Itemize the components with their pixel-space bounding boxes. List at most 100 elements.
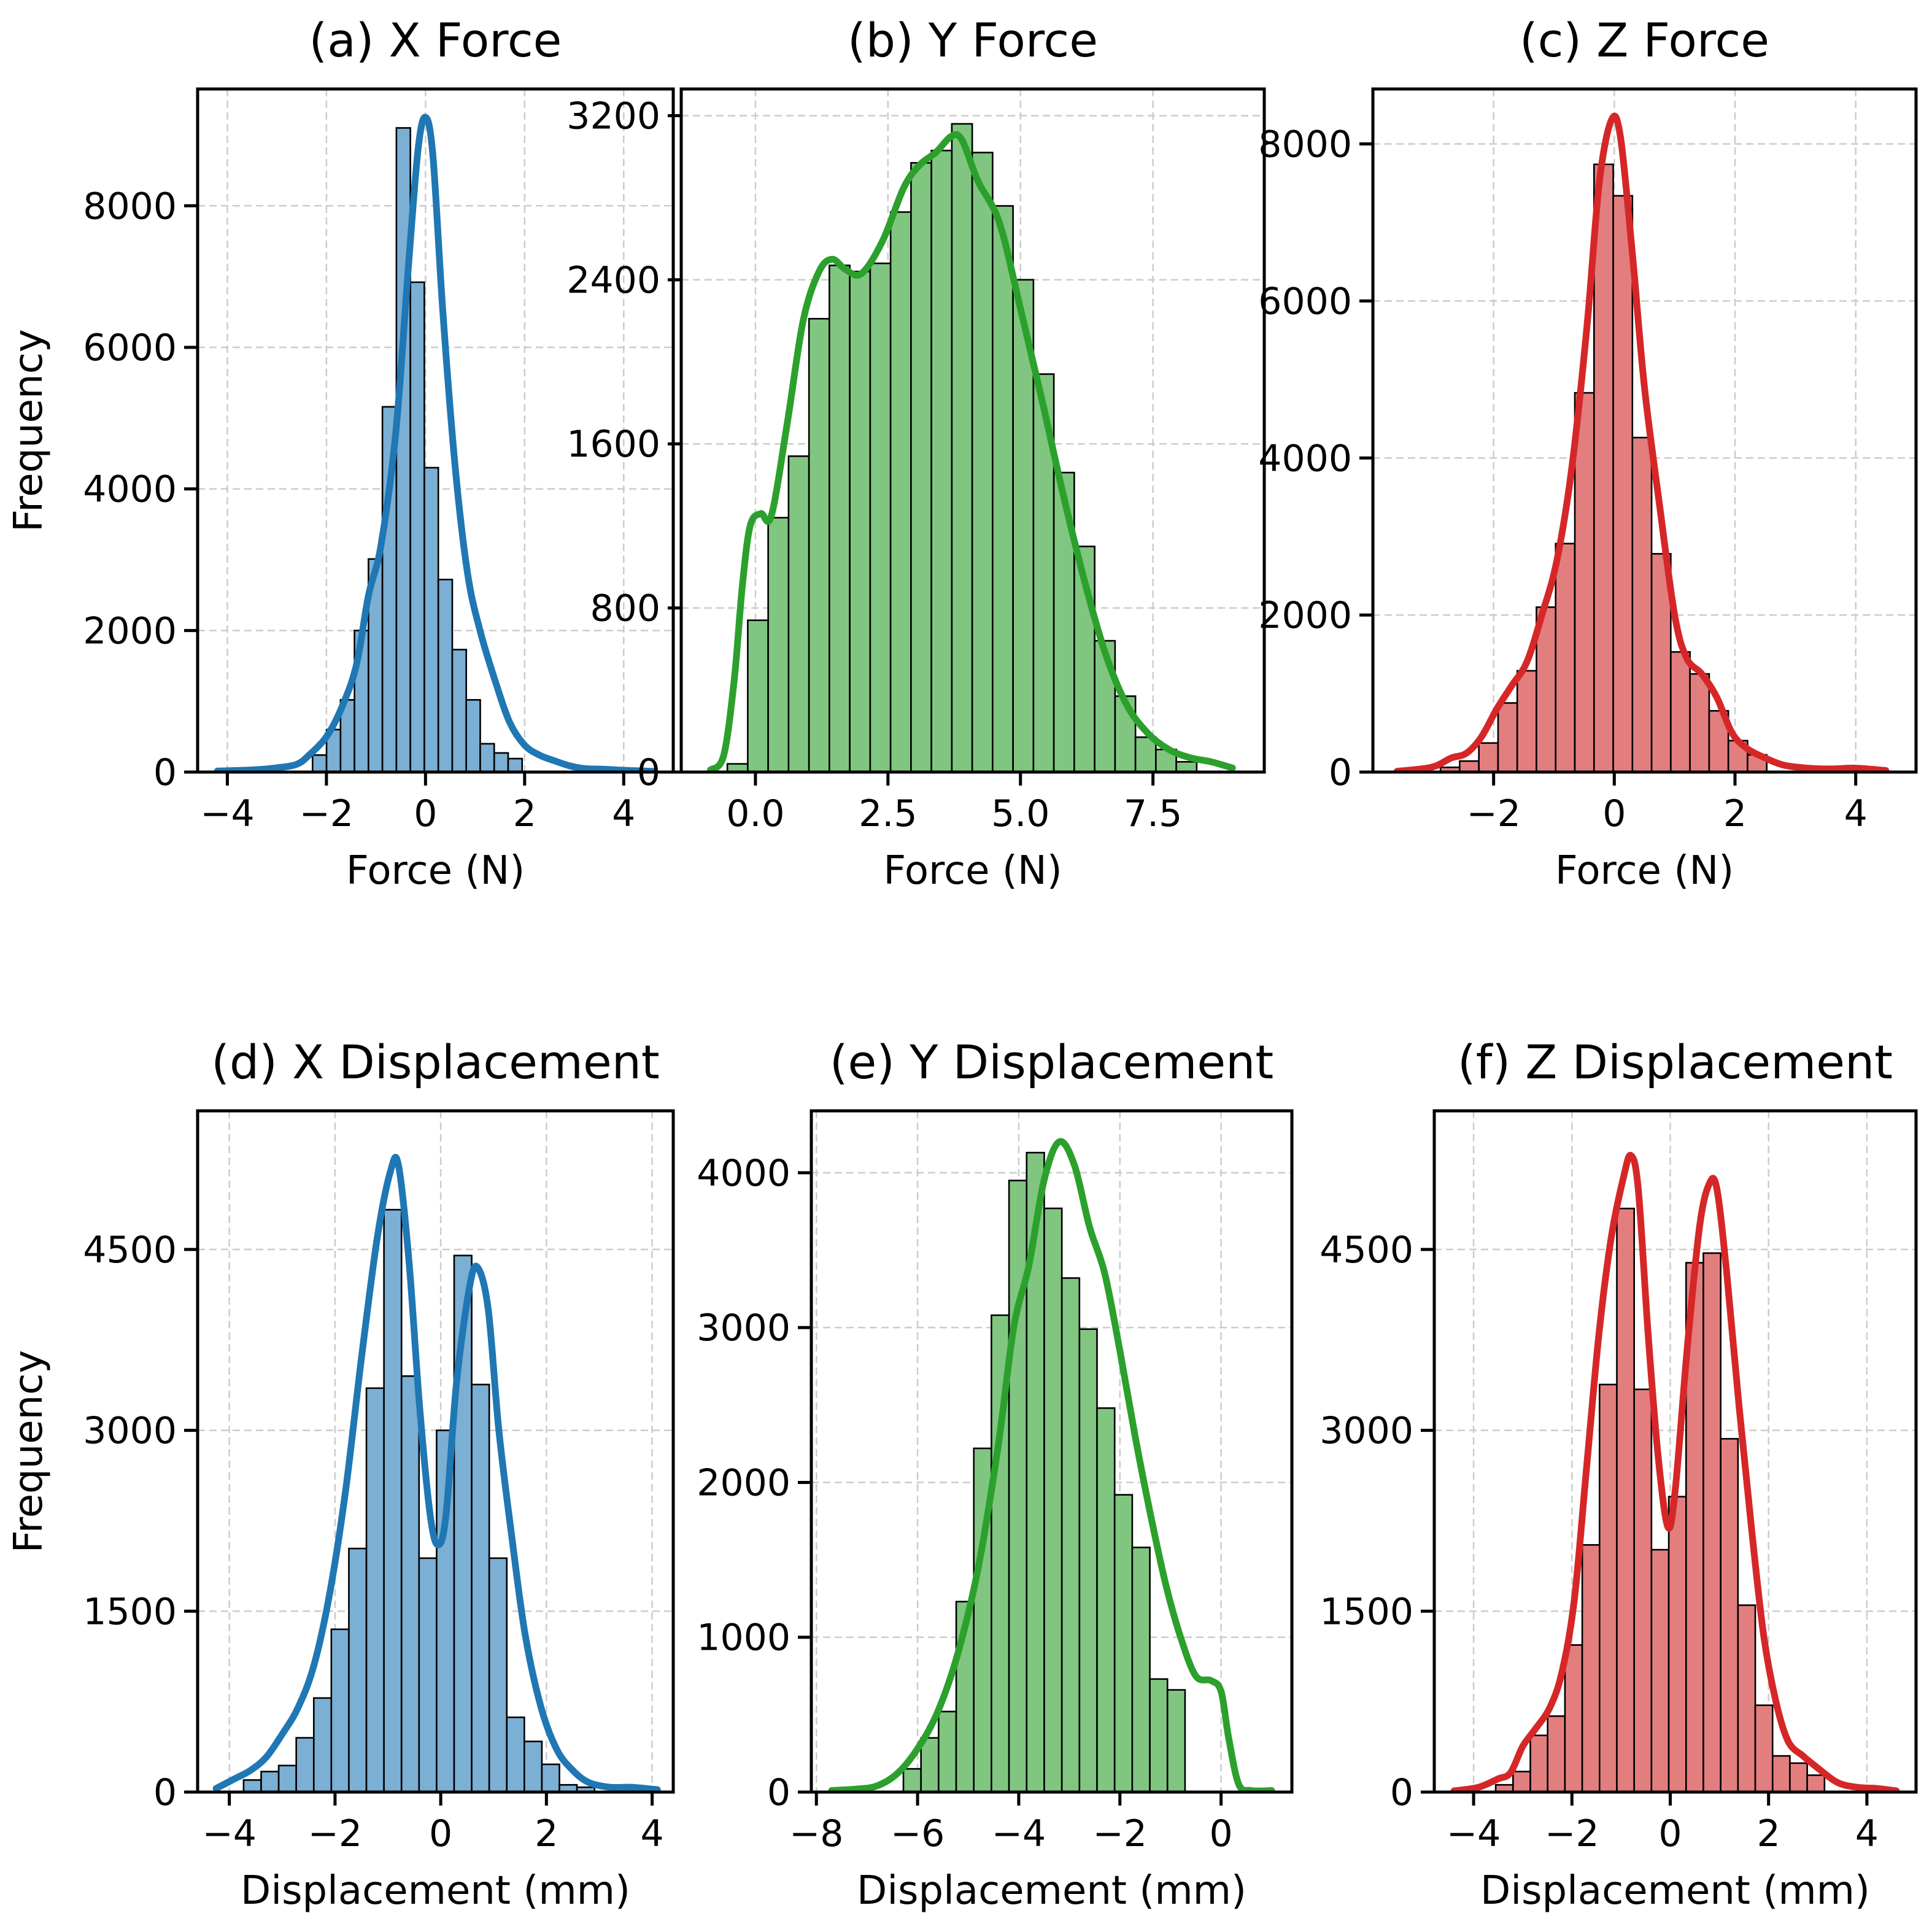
histogram-bar [1497, 702, 1518, 772]
histogram-bar [488, 1557, 508, 1792]
histogram-bar [506, 1716, 525, 1792]
histogram-bar [541, 1763, 560, 1792]
x-axis-ticks: 0.0 2.5 5.0 7.5 [726, 772, 1182, 835]
y-axis-ticks: 0 2000 4000 6000 8000 [1258, 123, 1373, 794]
x-tick-label: 0 [1210, 1812, 1233, 1855]
axes-frame [196, 87, 675, 774]
panel-c-z-force: −2 0 2 4 0 2000 4000 6000 8000 (c) Z Force Force… [1258, 13, 1918, 894]
y-tick-label: 3000 [1320, 1410, 1413, 1453]
histogram-bar [1555, 543, 1576, 772]
y-tick-label: 3000 [83, 1410, 177, 1453]
histogram-bar [507, 757, 524, 772]
x-axis-label: Force (N) [1555, 848, 1734, 894]
x-tick-label: −4 [992, 1812, 1046, 1855]
x-tick-label: 4 [1844, 792, 1868, 835]
histogram-bar [938, 1710, 957, 1792]
y-axis-ticks: 0 1500 3000 4500 [83, 1229, 198, 1814]
histogram-bar [1702, 1252, 1721, 1792]
histogram-bar [242, 1779, 262, 1792]
histogram-bar [1789, 1762, 1808, 1792]
histogram-bar [1166, 1689, 1186, 1792]
histogram-bar [849, 271, 871, 772]
x-tick-label: 0.0 [726, 792, 784, 835]
histogram-bar [295, 1737, 315, 1792]
histogram-bar [409, 281, 425, 772]
panel-title: (e) Y Displacement [830, 1035, 1273, 1089]
x-tick-label: −2 [308, 1812, 362, 1855]
y-axis-label: Frequency [6, 1350, 52, 1553]
histogram-bar [479, 743, 495, 772]
y-tick-label: 0 [767, 1771, 790, 1814]
histogram-bar [1113, 1494, 1134, 1792]
kde-curve [1450, 1151, 1900, 1792]
histogram-bar [1593, 163, 1614, 772]
histogram-bar [767, 517, 790, 772]
histogram-bar [930, 149, 953, 772]
plot-area: −8 −6 −4 −2 0 0 1000 2000 3000 4000 [697, 1109, 1294, 1855]
histogram-bar [1616, 1207, 1635, 1792]
plot-area: −4 −2 0 2 4 0 1500 3000 4500 [83, 1109, 675, 1855]
x-axis-label: Displacement (mm) [241, 1868, 630, 1914]
y-axis-ticks: 0 1000 2000 3000 4000 [697, 1152, 811, 1814]
histogram-bar [1737, 1604, 1756, 1792]
histogram-bar [451, 649, 468, 772]
axes-frame [196, 1109, 675, 1794]
histogram-bar [869, 262, 892, 772]
y-tick-label: 1500 [1320, 1590, 1413, 1633]
histogram-bar [311, 754, 328, 772]
x-tick-label: 0 [1658, 1812, 1682, 1855]
y-tick-label: 6000 [83, 327, 177, 369]
x-axis-ticks: −8 −6 −4 −2 0 [789, 1792, 1233, 1855]
y-tick-label: 8000 [83, 185, 177, 228]
x-axis-label: Displacement (mm) [857, 1868, 1246, 1914]
x-tick-label: −4 [1447, 1812, 1501, 1855]
histogram-bar [920, 1737, 940, 1792]
histogram-bar [1175, 760, 1198, 772]
x-axis-ticks: −4 −2 0 2 4 [200, 772, 635, 835]
histogram-bars [311, 127, 524, 772]
x-tick-label: 0 [1602, 792, 1626, 835]
y-tick-label: 4000 [83, 468, 177, 511]
x-tick-label: −8 [789, 1812, 843, 1855]
y-tick-label: 2000 [697, 1461, 790, 1504]
x-tick-label: 0 [414, 792, 437, 835]
panel-b-y-force: 0.0 2.5 5.0 7.5 0 800 1600 2400 3200 (b) Y Force… [566, 13, 1266, 894]
x-axis-label: Force (N) [883, 848, 1062, 894]
y-tick-label: 4500 [83, 1229, 177, 1272]
histogram-bar [902, 1768, 922, 1792]
y-axis-ticks: 0 1500 3000 4500 [1320, 1229, 1434, 1814]
y-tick-label: 800 [590, 587, 660, 630]
histogram-bar [260, 1771, 280, 1792]
histogram-bar [1516, 670, 1537, 772]
y-tick-label: 0 [153, 751, 177, 794]
x-tick-label: −4 [202, 1812, 256, 1855]
histogram-bar [1547, 1715, 1566, 1792]
histogram-bar [418, 1557, 438, 1792]
x-tick-label: 5.0 [991, 792, 1049, 835]
y-axis-ticks: 0 800 1600 2400 3200 [566, 95, 681, 794]
kde-curve [828, 1138, 1275, 1792]
axes-frame [810, 1109, 1294, 1794]
histogram-bar [829, 265, 851, 772]
histogram-bar [1149, 1678, 1169, 1792]
y-tick-label: 2000 [83, 609, 177, 652]
kde-curve [1393, 112, 1890, 772]
histogram-bar [524, 1741, 543, 1792]
histogram-bars [1439, 163, 1768, 772]
histogram-bar [348, 1547, 368, 1792]
histogram-bar [1529, 1734, 1549, 1792]
axes-frame [1432, 1109, 1918, 1794]
y-tick-label: 4000 [697, 1152, 790, 1195]
y-tick-label: 0 [637, 751, 660, 794]
plot-area: −4 −2 0 2 4 0 1500 3000 4500 [1320, 1109, 1918, 1855]
histogram-bar [1536, 606, 1557, 772]
y-tick-label: 8000 [1258, 123, 1352, 166]
kde-curve [214, 114, 657, 772]
y-tick-label: 6000 [1258, 280, 1352, 323]
y-tick-label: 1600 [566, 423, 660, 466]
histogram-bar [330, 1628, 350, 1792]
x-axis-ticks: −4 −2 0 2 4 [1447, 1792, 1879, 1855]
x-axis-label: Displacement (mm) [1480, 1868, 1870, 1914]
